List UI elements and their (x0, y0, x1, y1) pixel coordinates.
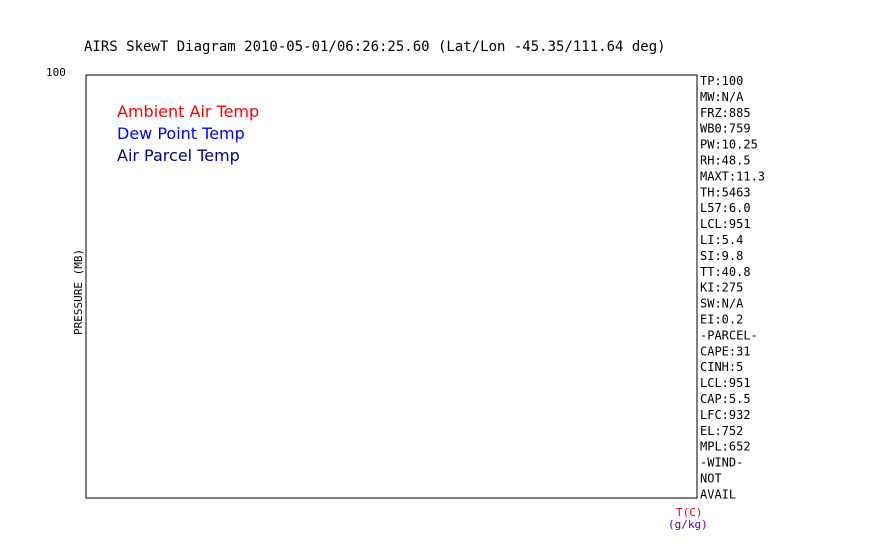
axes: 1002003004005006007008009001000PRESSURE … (46, 66, 708, 531)
index-label: AVAIL (700, 487, 736, 501)
legend-entry: Dew Point Temp (117, 124, 245, 143)
index-label: LCL:951 (700, 376, 751, 390)
legend-entry: Ambient Air Temp (117, 102, 259, 121)
indices-panel: TP:100 MW:N/A FRZ:885 WB0:759 PW:10.25 RH:48.… (700, 74, 765, 501)
index-label: KI:275 (700, 281, 743, 295)
index-label: TT:40.8 (700, 265, 751, 279)
chart-title: AIRS SkewT Diagram 2010-05-01/06:26:25.6… (84, 39, 666, 55)
index-label: SI:9.8 (700, 249, 743, 263)
index-label: LCL:951 (700, 217, 751, 231)
plot-frame (85, 74, 698, 499)
index-label: SW:N/A (700, 297, 744, 311)
index-label: CINH:5 (700, 360, 743, 374)
index-label: MAXT:11.3 (700, 169, 765, 183)
index-label: MW:N/A (700, 90, 744, 104)
legend-entry: Air Parcel Temp (117, 146, 240, 165)
index-label: TH:5463 (700, 185, 751, 199)
y-axis-title: PRESSURE (MB) (72, 249, 85, 335)
index-label: RH:48.5 (700, 154, 751, 168)
mixing-ratio-unit: (g/kg) (668, 518, 708, 531)
index-label: WB0:759 (700, 122, 751, 136)
index-label: EL:752 (700, 424, 743, 438)
index-label: NOT (700, 472, 722, 486)
pressure-tick-label: 100 (46, 66, 66, 79)
index-label: TP:100 (700, 74, 743, 88)
index-label: LFC:932 (700, 408, 751, 422)
legend: Ambient Air Temp Dew Point Temp Air Parcel… (117, 102, 259, 165)
index-label: CAPE:31 (700, 344, 751, 358)
index-label: EI:0.2 (700, 313, 743, 327)
index-label: CAP:5.5 (700, 392, 751, 406)
index-label: -PARCEL- (700, 328, 758, 342)
index-label: PW:10.25 (700, 138, 758, 152)
index-label: MPL:652 (700, 440, 751, 454)
x-axis-title: T(C) (676, 506, 703, 519)
index-label: -WIND- (700, 456, 743, 470)
index-label: FRZ:885 (700, 106, 751, 120)
index-label: L57:6.0 (700, 201, 751, 215)
index-label: LI:5.4 (700, 233, 743, 247)
